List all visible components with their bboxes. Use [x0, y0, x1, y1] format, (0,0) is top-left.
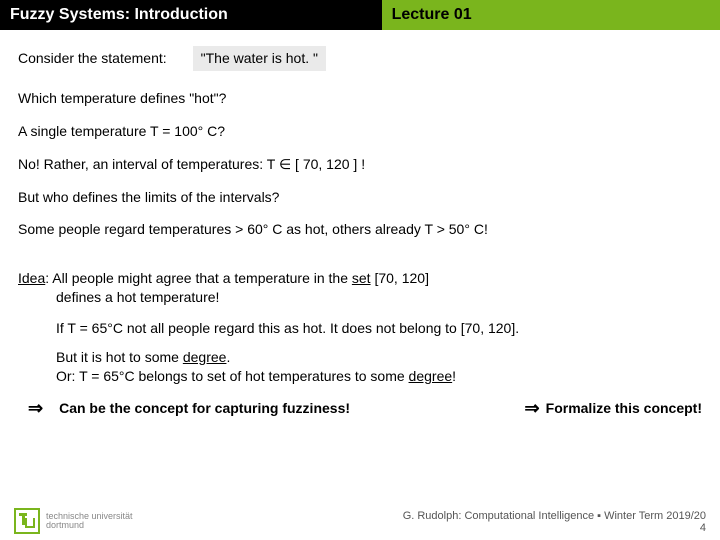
footer-left: technische universität dortmund	[14, 508, 133, 534]
tu-logo-text: technische universität dortmund	[46, 512, 133, 531]
credit-line: G. Rudolph: Computational Intelligence ▪…	[403, 510, 706, 522]
statement-row: Consider the statement: "The water is ho…	[18, 46, 702, 71]
formalize-block: ⇒ Formalize this concept!	[525, 396, 702, 420]
idea-line2: defines a hot temperature!	[18, 288, 702, 307]
or-text-a: Or: T = 65°C belongs to set of hot tempe…	[56, 368, 409, 384]
quoted-statement: "The water is hot. "	[193, 46, 326, 71]
idea-set-word: set	[352, 270, 371, 286]
or-text-b: !	[452, 368, 456, 384]
degree-word-2: degree	[409, 368, 453, 384]
but-block: But it is hot to some degree. Or: T = 65…	[18, 348, 702, 386]
arrow-icon-2: ⇒	[525, 396, 540, 420]
idea-block: Idea: All people might agree that a temp…	[18, 269, 702, 307]
lecture-label: Lecture 01	[382, 0, 720, 30]
slide: Fuzzy Systems: Introduction Lecture 01 C…	[0, 0, 720, 540]
but-text-a: But it is hot to some	[56, 349, 183, 365]
question-limits: But who defines the limits of the interv…	[18, 188, 702, 207]
title-bar: Fuzzy Systems: Introduction Lecture 01	[0, 0, 720, 30]
question-which: Which temperature defines "hot"?	[18, 89, 702, 108]
formalize-text: Formalize this concept!	[546, 399, 702, 418]
closing-row: ⇒ Can be the concept for capturing fuzzi…	[18, 396, 702, 420]
tu-logo-mark	[14, 508, 40, 534]
footer-right: G. Rudolph: Computational Intelligence ▪…	[403, 510, 706, 534]
footer: technische universität dortmund G. Rudol…	[0, 508, 720, 534]
tu-logo: technische universität dortmund	[14, 508, 133, 534]
idea-label: Idea	[18, 270, 45, 286]
uni-line2: dortmund	[46, 521, 133, 530]
consider-label: Consider the statement:	[18, 49, 167, 68]
if-line: If T = 65°C not all people regard this a…	[18, 319, 702, 338]
degree-word-1: degree	[183, 349, 227, 365]
closing-main: Can be the concept for capturing fuzzine…	[59, 399, 350, 418]
answer-interval: No! Rather, an interval of temperatures:…	[18, 155, 702, 174]
slide-body: Consider the statement: "The water is ho…	[0, 30, 720, 420]
example-people: Some people regard temperatures > 60° C …	[18, 220, 702, 239]
but-text-b: .	[226, 349, 230, 365]
idea-line1a: : All people might agree that a temperat…	[45, 270, 352, 286]
page-number: 4	[403, 522, 706, 534]
arrow-icon: ⇒	[28, 396, 43, 420]
idea-line1b: [70, 120]	[371, 270, 429, 286]
slide-title: Fuzzy Systems: Introduction	[0, 0, 382, 30]
question-single-temp: A single temperature T = 100° C?	[18, 122, 702, 141]
